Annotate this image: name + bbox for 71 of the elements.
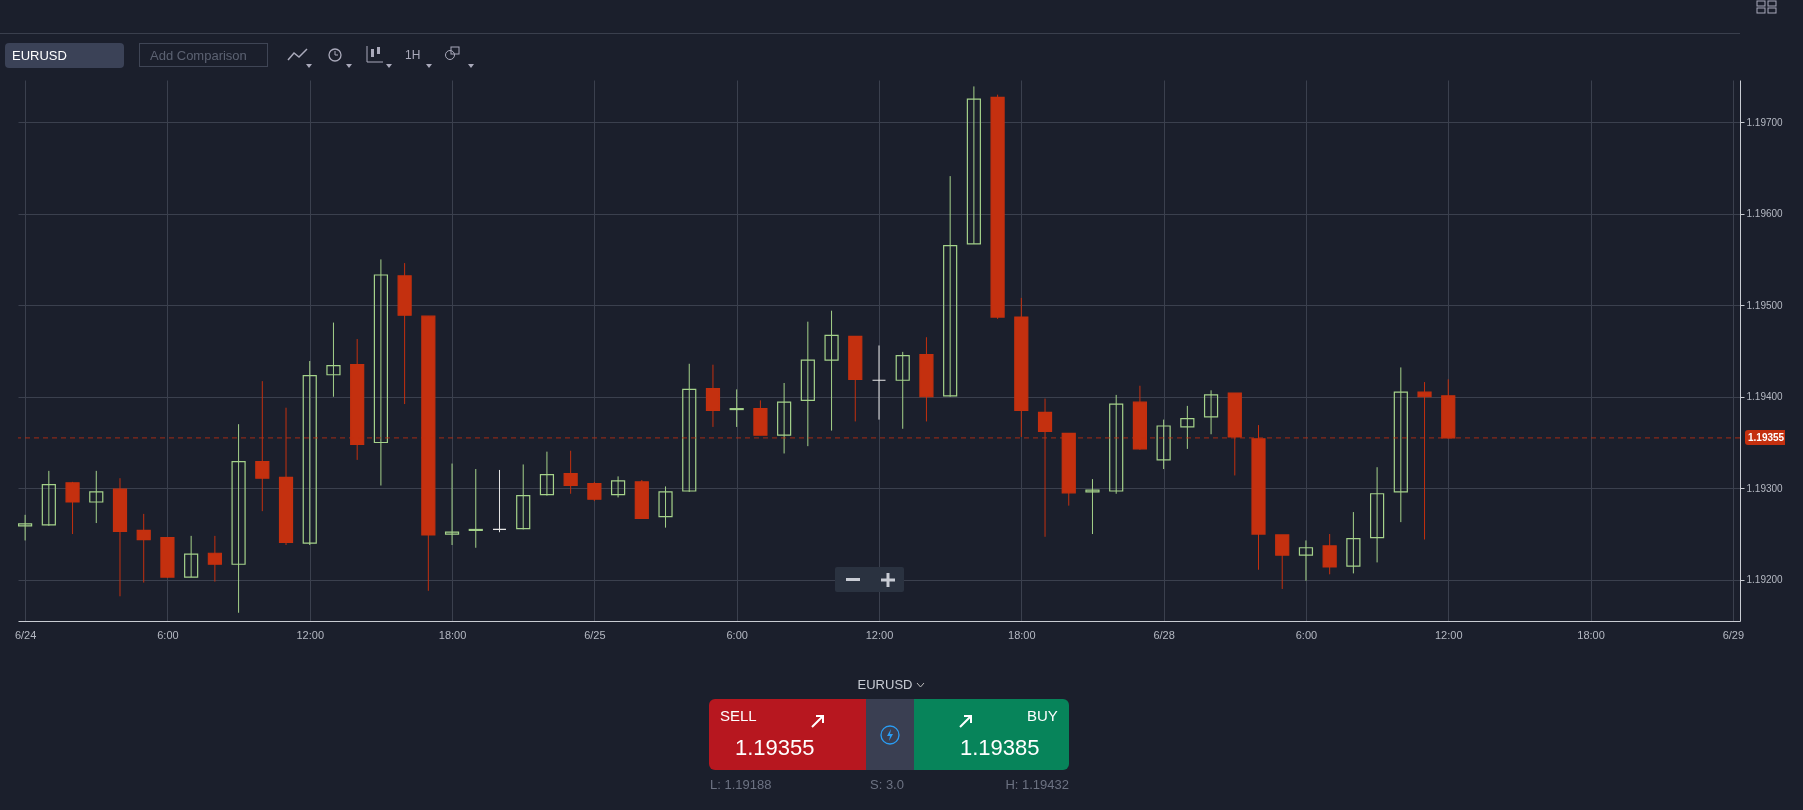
candlestick (1275, 534, 1290, 590)
candlestick (1370, 466, 1385, 563)
y-tick-label: 1.19200 (1746, 574, 1784, 586)
y-tick-label: 1.19700 (1746, 116, 1784, 128)
candlestick (492, 469, 507, 533)
x-tick-label: 6:00 (1295, 628, 1318, 641)
x-tick-label: 18:00 (1577, 628, 1605, 641)
text: BUY (1027, 707, 1058, 724)
x-tick-label: 18:00 (438, 628, 467, 641)
text: Add Comparison (150, 48, 247, 63)
candlestick (800, 321, 815, 447)
x-tick-label: 6/24 (14, 628, 37, 641)
text: 1.19385 (960, 735, 1040, 760)
candlestick (1085, 478, 1100, 535)
candlestick (41, 470, 56, 527)
candlestick (1322, 533, 1337, 575)
candlestick (231, 423, 246, 614)
candlestick (1393, 366, 1408, 523)
y-tick-label: 1.19500 (1746, 299, 1784, 311)
candlestick (373, 258, 388, 487)
candlestick (682, 363, 697, 493)
text: 1.19355 (735, 735, 815, 760)
text: S: 3.0 (870, 777, 904, 792)
candlestick (824, 310, 839, 432)
text: 1H (405, 48, 421, 62)
text: H: 1.19432 (1005, 777, 1069, 792)
candlestick (1346, 511, 1361, 574)
text: EURUSD (857, 677, 913, 692)
candlestick (1109, 394, 1124, 495)
candlestick (1298, 539, 1314, 582)
candlestick (444, 463, 460, 546)
candlestick (563, 450, 578, 495)
candlestick (207, 535, 222, 583)
candlestick (658, 485, 673, 529)
candlestick (136, 513, 151, 584)
candlestick (729, 388, 744, 428)
text: L: 1.19188 (710, 777, 772, 792)
x-tick-label: 6:00 (157, 628, 179, 641)
y-tick-label: 1.19300 (1746, 482, 1784, 494)
text: SELL (720, 707, 757, 724)
candlestick (65, 481, 80, 535)
candlestick (705, 364, 721, 428)
candlestick (777, 382, 792, 454)
candlestick (587, 481, 602, 502)
candlestick (1156, 419, 1171, 470)
candlestick (18, 514, 33, 541)
candlestick (1203, 389, 1219, 435)
candlestick (1180, 405, 1195, 450)
y-tick-label: 1.19600 (1746, 208, 1784, 220)
candlestick (895, 351, 910, 430)
candlestick (966, 85, 981, 245)
ref-line-label: 1.19355 (1748, 431, 1785, 443)
x-tick-label: 12:00 (865, 628, 894, 641)
x-tick-label: 12:00 (296, 628, 325, 641)
x-tick-label: 6:00 (726, 628, 748, 641)
candlestick (516, 463, 531, 530)
x-tick-label: 6/28 (1153, 628, 1175, 641)
candlestick (326, 322, 341, 398)
candlestick (871, 344, 887, 421)
text: EURUSD (12, 48, 67, 63)
y-tick-label: 1.19400 (1746, 391, 1784, 403)
candlestick (539, 451, 555, 497)
x-tick-label: 6/25 (584, 628, 606, 641)
x-tick-label: 12:00 (1434, 628, 1463, 641)
candlestick (468, 468, 483, 549)
candlestick (89, 470, 104, 524)
candlestick (610, 475, 626, 498)
x-tick-label: 6/29 (1722, 628, 1745, 641)
candlestick (943, 175, 958, 398)
x-tick-label: 18:00 (1008, 628, 1036, 641)
candlestick (184, 535, 199, 578)
